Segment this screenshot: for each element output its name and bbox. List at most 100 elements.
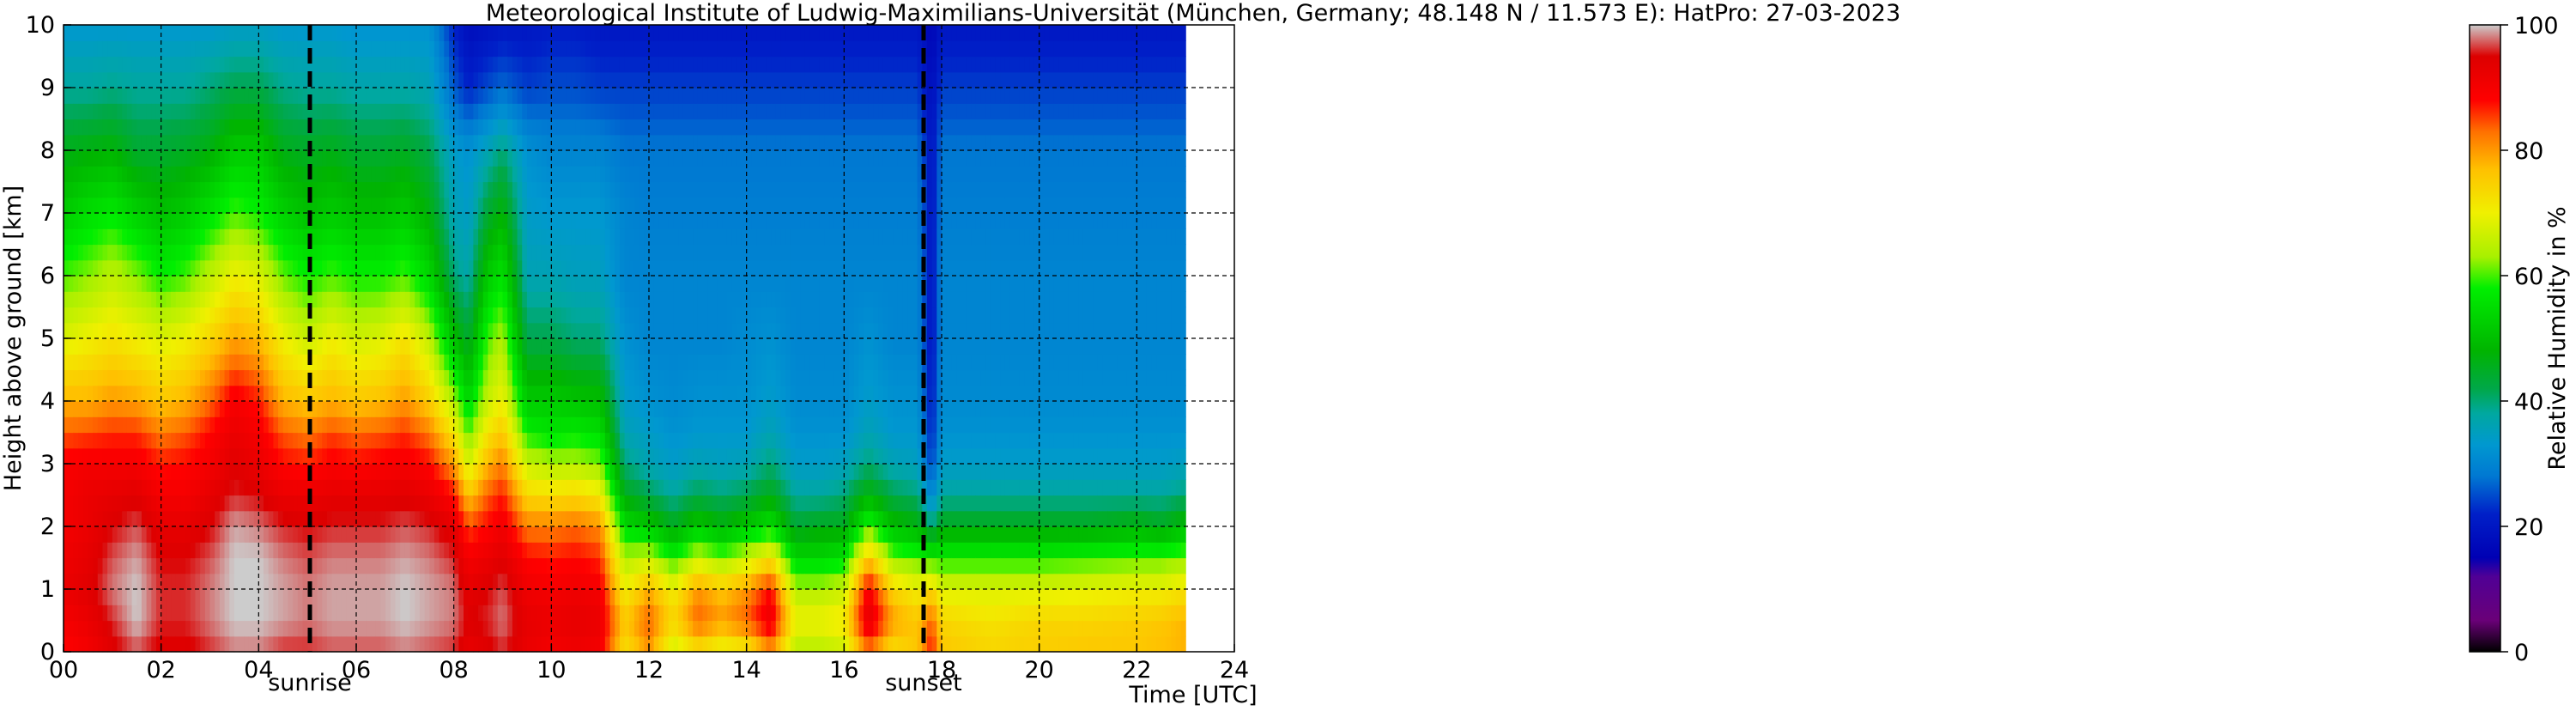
heatmap-cell [624, 307, 630, 324]
heatmap-cell [258, 181, 264, 198]
heatmap-cell [595, 307, 601, 324]
heatmap-cell [180, 369, 186, 386]
heatmap-cell [297, 354, 304, 371]
heatmap-cell [204, 401, 211, 417]
heatmap-cell [336, 103, 342, 120]
heatmap-cell [126, 134, 133, 151]
heatmap-cell [526, 181, 533, 198]
heatmap-cell [444, 589, 450, 605]
heatmap-cell [190, 495, 197, 512]
heatmap-cell [356, 464, 362, 480]
heatmap-cell [264, 307, 270, 324]
heatmap-cell [458, 557, 464, 574]
heatmap-cell [664, 354, 670, 371]
heatmap-cell [433, 416, 440, 434]
heatmap-cell [664, 432, 670, 449]
heatmap-cell [395, 557, 401, 574]
heatmap-cell [571, 88, 577, 104]
heatmap-cell [331, 557, 337, 574]
heatmap-cell [458, 495, 464, 512]
heatmap-cell [644, 495, 650, 512]
heatmap-cell [73, 354, 79, 371]
heatmap-cell [488, 56, 494, 73]
heatmap-cell [297, 635, 304, 653]
heatmap-cell [326, 589, 333, 605]
heatmap-cell [595, 432, 601, 449]
heatmap-cell [117, 479, 123, 496]
heatmap-cell [429, 71, 435, 88]
heatmap-cell [107, 291, 113, 308]
heatmap-cell [185, 118, 191, 136]
heatmap-cell [561, 322, 567, 339]
heatmap-cell [93, 447, 99, 465]
heatmap-cell [175, 134, 181, 151]
heatmap-cell [600, 88, 606, 104]
heatmap-cell [580, 213, 586, 229]
heatmap-cell [575, 103, 582, 120]
heatmap-cell [522, 464, 528, 480]
heatmap-cell [604, 401, 611, 417]
heatmap-cell [151, 25, 157, 41]
heatmap-cell [82, 150, 89, 167]
heatmap-cell [171, 338, 177, 355]
heatmap-cell [395, 213, 401, 229]
heatmap-cell [566, 181, 572, 198]
heatmap-cell [68, 150, 74, 167]
heatmap-cell [488, 103, 494, 120]
heatmap-cell [375, 495, 382, 512]
heatmap-cell [609, 88, 615, 104]
heatmap-cell [566, 88, 572, 104]
heatmap-cell [229, 557, 235, 574]
heatmap-cell [356, 150, 362, 167]
heatmap-cell [219, 213, 226, 229]
heatmap-cell [429, 291, 435, 308]
heatmap-cell [395, 479, 401, 496]
heatmap-cell [609, 354, 615, 371]
heatmap-cell [590, 557, 597, 574]
heatmap-cell [619, 103, 626, 120]
heatmap-cell [336, 307, 342, 324]
heatmap-cell [82, 244, 89, 261]
heatmap-cell [141, 103, 148, 120]
heatmap-cell [571, 416, 577, 434]
heatmap-cell [258, 307, 264, 324]
heatmap-cell [233, 103, 240, 120]
heatmap-cell [653, 103, 659, 120]
heatmap-cell [433, 103, 440, 120]
heatmap-cell [278, 118, 284, 136]
heatmap-cell [629, 244, 635, 261]
heatmap-cell [493, 354, 499, 371]
heatmap-cell [478, 416, 484, 434]
heatmap-cell [107, 166, 113, 183]
heatmap-cell [468, 464, 474, 480]
heatmap-cell [253, 573, 259, 590]
heatmap-cell [633, 416, 640, 434]
heatmap-cell [346, 56, 352, 73]
heatmap-cell [664, 181, 670, 198]
heatmap-cell [419, 197, 426, 214]
heatmap-cell [161, 338, 167, 355]
heatmap-cell [404, 71, 411, 88]
heatmap-cell [190, 589, 197, 605]
heatmap-cell [253, 495, 259, 512]
heatmap-cell [424, 259, 430, 276]
heatmap-cell [385, 510, 391, 527]
heatmap-cell [180, 401, 186, 417]
heatmap-cell [366, 166, 372, 183]
heatmap-cell [482, 526, 489, 543]
heatmap-cell [609, 338, 615, 355]
heatmap-cell [497, 542, 504, 559]
heatmap-cell [239, 244, 245, 261]
heatmap-cell [195, 510, 201, 527]
heatmap-cell [633, 228, 640, 246]
heatmap-cell [566, 103, 572, 120]
heatmap-cell [312, 25, 318, 41]
heatmap-cell [590, 589, 597, 605]
heatmap-cell [155, 197, 162, 214]
heatmap-cell [395, 181, 401, 198]
heatmap-cell [595, 526, 601, 543]
heatmap-cell [209, 542, 215, 559]
heatmap-cell [161, 71, 167, 88]
heatmap-cell [522, 118, 528, 136]
heatmap-cell [600, 276, 606, 292]
